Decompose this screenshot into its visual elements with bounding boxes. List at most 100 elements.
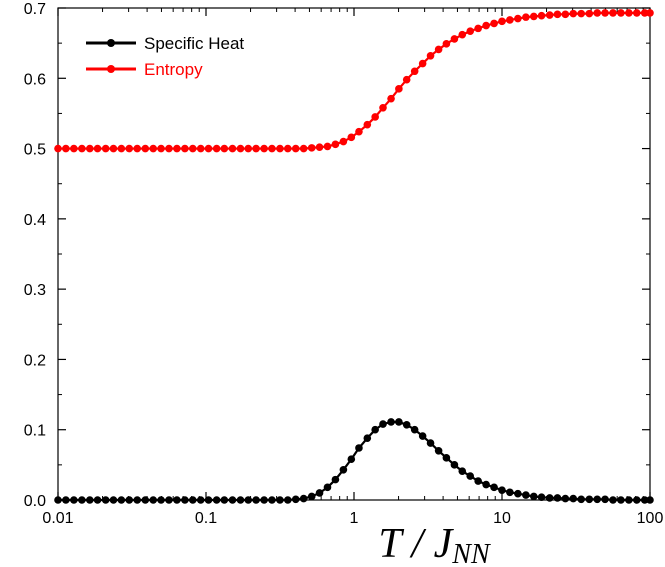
data-point-entropy — [609, 9, 617, 17]
data-point-specific-heat — [506, 488, 514, 497]
data-point-entropy — [553, 10, 562, 19]
data-point-specific-heat — [617, 496, 625, 504]
data-point-specific-heat — [188, 496, 197, 504]
data-point-entropy — [490, 19, 498, 28]
data-point-specific-heat — [355, 444, 363, 452]
data-point-specific-heat — [212, 496, 221, 504]
data-point-specific-heat — [363, 434, 372, 442]
data-point-specific-heat — [347, 455, 356, 464]
data-point-specific-heat — [593, 495, 602, 504]
data-point-entropy — [220, 144, 229, 153]
data-point-entropy — [482, 21, 490, 30]
data-point-entropy — [315, 143, 324, 151]
data-point-specific-heat — [93, 496, 102, 504]
data-point-specific-heat — [85, 496, 94, 504]
data-point-entropy — [410, 67, 419, 76]
data-point-entropy — [149, 144, 158, 153]
data-point-entropy — [632, 9, 641, 17]
data-point-specific-heat — [577, 495, 586, 504]
data-point-entropy — [85, 144, 94, 153]
data-point-entropy — [212, 144, 221, 153]
data-point-specific-heat — [109, 496, 118, 504]
data-point-entropy — [157, 144, 165, 153]
data-point-specific-heat — [625, 496, 633, 504]
data-point-specific-heat — [299, 494, 308, 503]
data-point-specific-heat — [632, 496, 641, 504]
data-point-specific-heat — [498, 486, 506, 494]
data-point-entropy — [244, 144, 253, 153]
data-point-specific-heat — [157, 496, 165, 504]
legend: Specific Heat Entropy — [86, 34, 244, 79]
data-point-entropy — [371, 113, 379, 121]
data-point-specific-heat — [442, 454, 451, 462]
data-point-specific-heat — [553, 494, 562, 502]
data-point-specific-heat — [181, 496, 189, 504]
data-point-entropy — [355, 127, 363, 136]
data-point-entropy — [165, 144, 173, 153]
data-point-entropy — [640, 9, 649, 17]
data-point-specific-heat — [395, 418, 403, 426]
data-point-specific-heat — [173, 496, 181, 504]
data-point-specific-heat — [260, 496, 268, 504]
data-point-entropy — [117, 144, 126, 153]
data-point-specific-heat — [339, 465, 348, 474]
data-point-specific-heat — [101, 496, 110, 504]
x-axis-label: T / JNN — [378, 521, 491, 567]
data-point-entropy — [522, 13, 530, 21]
data-point-entropy — [133, 144, 142, 153]
data-point-entropy — [93, 144, 102, 153]
data-point-specific-heat — [474, 477, 482, 485]
data-point-specific-heat — [466, 472, 475, 480]
data-point-specific-heat — [149, 496, 158, 504]
y-axis: 0.0 0.1 0.2 0.3 0.4 0.5 0.6 0.7 — [24, 1, 650, 510]
data-point-entropy — [625, 9, 633, 17]
data-point-entropy — [347, 133, 356, 142]
series-layer — [54, 9, 654, 504]
data-point-entropy — [577, 9, 586, 18]
data-point-specific-heat — [482, 480, 490, 489]
data-point-specific-heat — [54, 496, 62, 504]
data-point-specific-heat — [117, 496, 126, 504]
data-point-specific-heat — [244, 496, 253, 504]
data-point-specific-heat — [307, 492, 316, 501]
data-point-entropy — [498, 17, 506, 26]
data-point-specific-heat — [640, 496, 649, 504]
data-point-specific-heat — [220, 496, 229, 504]
x-tick-label: 10 — [493, 510, 511, 527]
data-point-specific-heat — [291, 495, 300, 504]
data-point-specific-heat — [62, 496, 70, 504]
y-tick-label: 0.5 — [24, 142, 46, 159]
data-point-entropy — [442, 40, 451, 48]
series-line-specific-heat — [58, 420, 650, 502]
legend-swatch-marker — [107, 65, 115, 73]
data-point-specific-heat — [426, 439, 435, 447]
data-point-specific-heat — [315, 489, 324, 497]
y-tick-label: 0.6 — [24, 71, 46, 88]
data-point-specific-heat — [141, 496, 150, 504]
data-point-specific-heat — [537, 493, 546, 501]
data-point-specific-heat — [70, 496, 78, 504]
data-point-specific-heat — [490, 483, 498, 492]
y-tick-label: 0.2 — [24, 352, 46, 369]
data-point-entropy — [173, 144, 181, 153]
data-point-specific-heat — [268, 496, 276, 504]
data-point-entropy — [395, 85, 403, 93]
data-point-specific-heat — [252, 496, 260, 504]
data-point-entropy — [283, 144, 292, 153]
data-point-specific-heat — [323, 483, 332, 492]
data-point-specific-heat — [371, 425, 379, 434]
data-point-entropy — [70, 144, 78, 153]
data-point-entropy — [601, 9, 609, 17]
data-point-specific-heat — [283, 496, 292, 504]
legend-swatch-marker — [107, 39, 115, 47]
data-point-specific-heat — [545, 494, 554, 502]
data-point-specific-heat — [236, 496, 245, 504]
x-axis-label-main: T / J — [378, 521, 454, 567]
data-point-specific-heat — [276, 496, 284, 504]
data-point-specific-heat — [78, 496, 86, 504]
data-point-entropy — [545, 11, 554, 19]
data-point-specific-heat — [204, 496, 213, 504]
data-point-entropy — [506, 16, 514, 24]
series-entropy — [54, 9, 654, 153]
